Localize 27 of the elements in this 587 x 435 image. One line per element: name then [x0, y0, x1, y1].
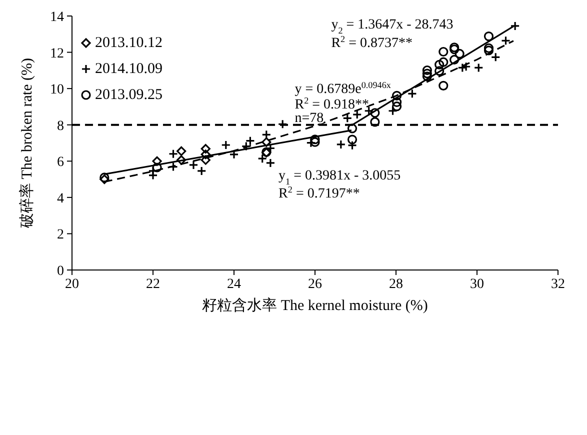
legend-label: 2014.10.09 [95, 60, 162, 79]
y-tick-label: 6 [57, 155, 64, 170]
x-axis-title: 籽粒含水率 The kernel moisture (%) [202, 297, 428, 314]
annotation: y$_{1}$ = 0.3981x - 3.0055 [278, 168, 401, 186]
y-tick-label: 12 [50, 46, 64, 62]
annotation: y$_{2}$ = 1.3647x - 28.743 [331, 18, 454, 36]
legend-label: 2013.10.12 [95, 34, 162, 53]
x-tick-label: 24 [227, 276, 241, 292]
y-tick-label: 10 [50, 82, 64, 98]
y-axis-title: 破碎率 The broken rate (%) [18, 58, 36, 229]
x-tick-label: 30 [470, 276, 484, 292]
x-tick-label: 32 [551, 276, 565, 292]
x-tick-label: 22 [146, 276, 160, 292]
annotation: R$^{2}$ = 0.8737** [331, 34, 412, 51]
y-tick-label: 0 [57, 264, 64, 279]
annotation: n=78 [294, 111, 324, 126]
y-tick-label: 4 [57, 191, 64, 206]
annotation: y = 0.6789e$^{0.0946x}$ [294, 80, 392, 98]
annotation: R$^{2}$ = 0.7197** [278, 184, 360, 202]
legend-label: 2013.09.25 [95, 86, 162, 105]
y-tick-label: 14 [50, 10, 64, 25]
annotation: R$^{2}$ = 0.918** [294, 96, 370, 113]
x-tick-label: 26 [308, 276, 322, 292]
x-tick-label: 20 [65, 276, 79, 292]
y-tick-label: 8 [57, 118, 64, 134]
y-tick-label: 2 [57, 228, 64, 243]
x-tick-label: 28 [389, 276, 403, 292]
